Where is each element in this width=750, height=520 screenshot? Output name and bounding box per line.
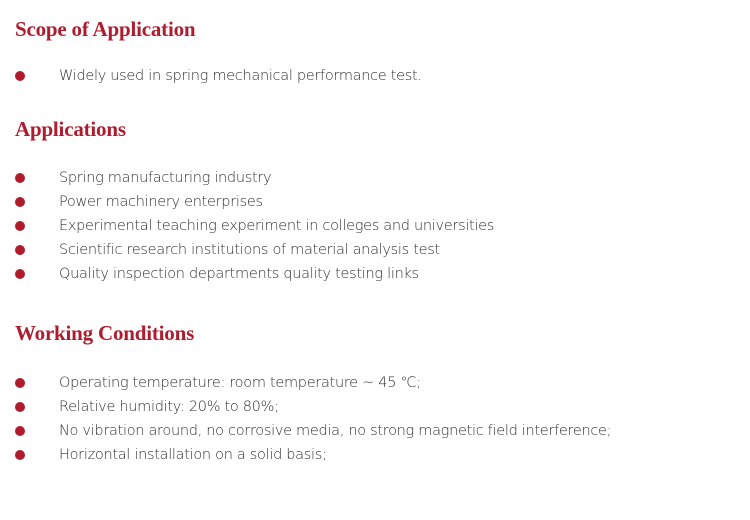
- list-item: Operating temperature: room temperature …: [0, 371, 611, 395]
- bullet-icon: [15, 71, 25, 81]
- list-item: Relative humidity: 20% to 80%;: [0, 395, 611, 419]
- item-text: Relative humidity: 20% to 80%;: [59, 399, 279, 415]
- bullet-icon: [15, 173, 25, 183]
- item-text: Experimental teaching experiment in coll…: [59, 218, 495, 234]
- bullet-icon: [15, 450, 25, 460]
- item-text: Scientific research institutions of mate…: [59, 242, 440, 258]
- applications-list: Spring manufacturing industry Power mach…: [0, 166, 494, 286]
- list-item: Widely used in spring mechanical perform…: [0, 64, 422, 88]
- item-text: Operating temperature: room temperature …: [59, 375, 421, 391]
- list-item: Power machinery enterprises: [0, 190, 494, 214]
- bullet-icon: [15, 378, 25, 388]
- list-item: Horizontal installation on a solid basis…: [0, 443, 611, 467]
- item-text: Power machinery enterprises: [59, 194, 263, 210]
- section-title-scope: Scope of Application: [15, 17, 196, 41]
- list-item: No vibration around, no corrosive media,…: [0, 419, 612, 443]
- scope-list: Widely used in spring mechanical perform…: [0, 64, 422, 88]
- item-text: No vibration around, no corrosive media,…: [59, 423, 612, 439]
- list-item: Scientific research institutions of mate…: [0, 238, 494, 262]
- item-text: Quality inspection departments quality t…: [59, 266, 419, 282]
- section-title-working-conditions: Working Conditions: [15, 321, 195, 345]
- bullet-icon: [15, 245, 25, 255]
- bullet-icon: [15, 197, 25, 207]
- bullet-icon: [15, 221, 25, 231]
- item-text: Horizontal installation on a solid basis…: [59, 447, 327, 463]
- conditions-list: Operating temperature: room temperature …: [0, 371, 612, 467]
- bullet-icon: [15, 402, 25, 412]
- list-item: Experimental teaching experiment in coll…: [0, 214, 494, 238]
- list-item: Quality inspection departments quality t…: [0, 262, 494, 286]
- item-text: Spring manufacturing industry: [59, 170, 272, 186]
- bullet-icon: [15, 269, 25, 279]
- item-text: Widely used in spring mechanical perform…: [59, 68, 422, 84]
- section-title-applications: Applications: [15, 117, 126, 141]
- list-item: Spring manufacturing industry: [0, 166, 494, 190]
- bullet-icon: [15, 426, 25, 436]
